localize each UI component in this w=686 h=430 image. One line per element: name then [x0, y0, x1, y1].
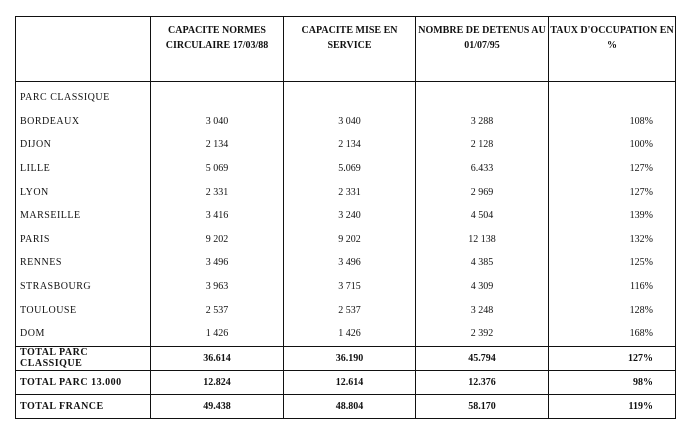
table-row: RENNES 3 496 3 496 4 385 125% — [15, 251, 676, 275]
cell-capacite-normes: 2 537 — [150, 298, 284, 322]
total-row: TOTAL PARC CLASSIQUE 36.614 36.190 45.794 12… — [15, 345, 676, 371]
cell-capacite-service: 2 331 — [283, 180, 416, 204]
cell-capacite-normes: 3 496 — [150, 251, 284, 275]
table-row: MARSEILLE 3 416 3 240 4 504 139% — [15, 203, 676, 228]
cell-capacite-normes: 1 426 — [150, 321, 284, 347]
cell-capacite-normes: 9 202 — [150, 227, 284, 252]
cell-taux: 132% — [548, 227, 676, 252]
header-row: CAPACITE NORMES CIRCULAIRE 17/03/88 CAPA… — [15, 16, 676, 82]
cell-capacite-service: 3 715 — [283, 274, 416, 299]
cell-capacite-normes: 3 040 — [150, 109, 284, 134]
cell-detenus: 12.376 — [415, 369, 549, 395]
header-taux-occupation: TAUX D'OCCUPATION EN % — [548, 16, 676, 82]
row-label: RENNES — [15, 251, 151, 275]
cell-capacite-service: 48.804 — [283, 393, 416, 419]
cell-taux: 100% — [548, 133, 676, 157]
cell-detenus: 12 138 — [415, 227, 549, 252]
cell-taux: 127% — [548, 345, 676, 371]
row-label: DIJON — [15, 133, 151, 157]
cell-capacite-service: 5.069 — [283, 156, 416, 181]
table-row: DOM 1 426 1 426 2 392 168% — [15, 321, 676, 347]
cell-detenus: 3 248 — [415, 298, 549, 322]
section-label: PARC CLASSIQUE — [15, 81, 151, 110]
cell-detenus: 2 128 — [415, 133, 549, 157]
row-label: DOM — [15, 321, 151, 347]
row-label: PARIS — [15, 227, 151, 252]
cell-detenus: 3 288 — [415, 109, 549, 134]
cell-capacite-service: 1 426 — [283, 321, 416, 347]
cell-capacite-normes: 3 416 — [150, 203, 284, 228]
cell-capacite-service: 3 240 — [283, 203, 416, 228]
row-label: TOTAL PARC 13.000 — [15, 369, 151, 395]
table-row: BORDEAUX 3 040 3 040 3 288 108% — [15, 109, 676, 134]
table-row: STRASBOURG 3 963 3 715 4 309 116% — [15, 274, 676, 299]
row-label: BORDEAUX — [15, 109, 151, 134]
header-nombre-detenus: NOMBRE DE DETENUS AU 01/07/95 — [415, 16, 549, 82]
cell-taux: 116% — [548, 274, 676, 299]
row-label: TOTAL FRANCE — [15, 393, 151, 419]
total-row: TOTAL PARC 13.000 12.824 12.614 12.376 98% — [15, 369, 676, 395]
cell-capacite-service: 3 496 — [283, 251, 416, 275]
cell-capacite-service: 3 040 — [283, 109, 416, 134]
table-row: PARIS 9 202 9 202 12 138 132% — [15, 227, 676, 252]
cell-capacite-service: 2 134 — [283, 133, 416, 157]
prison-capacity-table: CAPACITE NORMES CIRCULAIRE 17/03/88 CAPA… — [15, 16, 676, 419]
cell-taux: 139% — [548, 203, 676, 228]
cell-detenus: 4 504 — [415, 203, 549, 228]
cell-capacite-normes: 3 963 — [150, 274, 284, 299]
cell-taux: 98% — [548, 369, 676, 395]
cell-taux: 168% — [548, 321, 676, 347]
row-label: MARSEILLE — [15, 203, 151, 228]
cell-detenus: 2 969 — [415, 180, 549, 204]
cell-capacite-normes: 49.438 — [150, 393, 284, 419]
row-label: LILLE — [15, 156, 151, 181]
cell-taux: 127% — [548, 156, 676, 181]
cell-capacite-normes: 2 331 — [150, 180, 284, 204]
table-row: LYON 2 331 2 331 2 969 127% — [15, 180, 676, 204]
table-row: TOULOUSE 2 537 2 537 3 248 128% — [15, 298, 676, 322]
cell-capacite-service: 36.190 — [283, 345, 416, 371]
cell-taux: 125% — [548, 251, 676, 275]
cell-taux: 108% — [548, 109, 676, 134]
cell-detenus: 6.433 — [415, 156, 549, 181]
header-blank — [15, 16, 151, 82]
cell-capacite-service: 9 202 — [283, 227, 416, 252]
cell-capacite-service: 2 537 — [283, 298, 416, 322]
cell-capacite-service: 12.614 — [283, 369, 416, 395]
table-row: DIJON 2 134 2 134 2 128 100% — [15, 133, 676, 157]
header-capacite-normes: CAPACITE NORMES CIRCULAIRE 17/03/88 — [150, 16, 284, 82]
cell-detenus: 2 392 — [415, 321, 549, 347]
header-capacite-service: CAPACITE MISE EN SERVICE — [283, 16, 416, 82]
cell-capacite-normes: 12.824 — [150, 369, 284, 395]
total-row: TOTAL FRANCE 49.438 48.804 58.170 119% — [15, 393, 676, 419]
cell-taux: 119% — [548, 393, 676, 419]
cell-detenus: 58.170 — [415, 393, 549, 419]
cell-detenus: 4 309 — [415, 274, 549, 299]
cell-detenus: 45.794 — [415, 345, 549, 371]
cell-capacite-normes: 2 134 — [150, 133, 284, 157]
row-label: TOTAL PARC CLASSIQUE — [15, 345, 151, 371]
row-label: LYON — [15, 180, 151, 204]
section-row: PARC CLASSIQUE — [15, 81, 676, 110]
row-label: STRASBOURG — [15, 274, 151, 299]
cell-capacite-normes: 36.614 — [150, 345, 284, 371]
cell-detenus: 4 385 — [415, 251, 549, 275]
table-row: LILLE 5 069 5.069 6.433 127% — [15, 156, 676, 181]
cell-taux: 127% — [548, 180, 676, 204]
cell-capacite-normes: 5 069 — [150, 156, 284, 181]
row-label: TOULOUSE — [15, 298, 151, 322]
cell-taux: 128% — [548, 298, 676, 322]
